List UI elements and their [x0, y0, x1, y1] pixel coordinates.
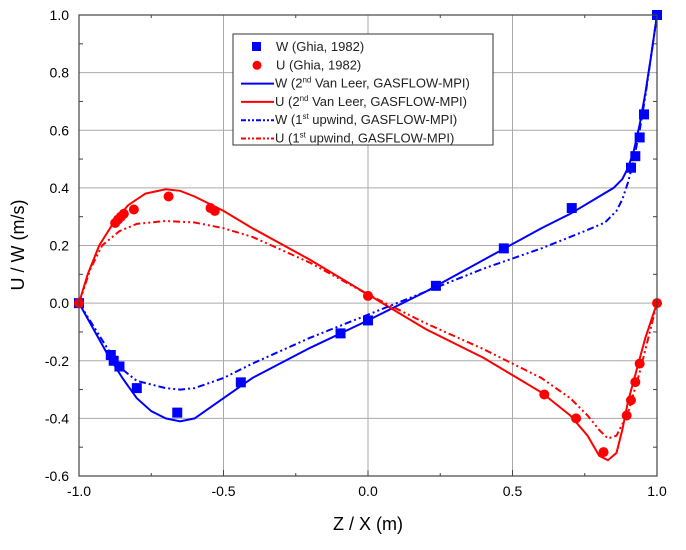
data-point-circle: [634, 358, 645, 369]
data-point-square: [630, 151, 641, 162]
legend-label-text: upwind, GASFLOW-MPI): [306, 131, 455, 146]
data-point-square: [634, 132, 645, 143]
legend-label-text: upwind, GASFLOW-MPI): [309, 112, 458, 127]
series-layer: [74, 10, 662, 462]
data-point-circle: [163, 191, 174, 202]
y-tick-label: -0.4: [45, 410, 69, 426]
legend-marker-circle: [252, 60, 262, 70]
data-point-square: [131, 383, 142, 394]
y-axis-label: U / W (m/s): [8, 200, 28, 291]
legend-label-text: Van Leer, GASFLOW-MPI): [308, 94, 466, 109]
data-point-circle: [363, 290, 373, 301]
legend-label: U (2nd Van Leer, GASFLOW-MPI): [275, 94, 467, 109]
data-point-square: [363, 315, 373, 326]
y-tick-label: 0.8: [50, 65, 70, 81]
data-point-circle: [118, 208, 129, 219]
legend-label: W (1st upwind, GASFLOW-MPI): [275, 112, 457, 127]
legend-label-superscript: nd: [300, 94, 309, 103]
plot-frame: [78, 14, 658, 477]
data-point-square: [430, 280, 441, 291]
data-point-square: [638, 109, 649, 120]
series-line-5: [78, 219, 658, 440]
data-point-square: [498, 243, 509, 254]
legend-label: W (Ghia, 1982): [276, 39, 364, 54]
legend-label-superscript: st: [300, 131, 307, 140]
x-tick-label: -1.0: [67, 483, 91, 499]
data-point-circle: [571, 413, 582, 424]
x-tick-label: -0.5: [211, 483, 235, 499]
x-axis-label: Z / X (m): [333, 514, 403, 534]
data-point-square: [108, 355, 119, 366]
legend-label-text: U (2: [275, 94, 300, 109]
data-point-circle: [209, 205, 220, 216]
data-point-square: [114, 361, 125, 372]
data-point-circle: [630, 377, 641, 388]
data-point-square: [335, 328, 346, 339]
tick-labels: -1.0 -0.5 0.0 0.5 1.0 -0.6 -0.4 -0.2 0.0 0.2 0.4 0.…: [45, 7, 667, 499]
data-point-circle: [128, 204, 139, 215]
legend-label-text: Van Leer, GASFLOW-MPI): [311, 76, 469, 91]
y-tick-label: -0.2: [45, 353, 69, 369]
data-point-circle: [625, 395, 636, 406]
data-point-circle: [621, 410, 632, 421]
legend-marker-square: [252, 42, 261, 51]
legend: W (Ghia, 1982)U (Ghia, 1982)W (2nd Van L…: [232, 33, 494, 146]
legend-label: W (2nd Van Leer, GASFLOW-MPI): [275, 76, 470, 91]
y-tick-label: -0.6: [45, 468, 69, 484]
series-line-3: [78, 188, 658, 462]
data-point-square: [566, 203, 577, 214]
legend-label: U (1st upwind, GASFLOW-MPI): [275, 131, 454, 146]
y-tick-label: 0.4: [50, 180, 70, 196]
data-point-circle: [539, 389, 550, 400]
legend-label: U (Ghia, 1982): [276, 57, 361, 72]
data-point-square: [105, 349, 116, 360]
y-tick-label: 0.2: [50, 238, 70, 254]
legend-label-text: W (Ghia, 1982): [276, 39, 364, 54]
x-tick-label: 0.0: [358, 483, 378, 499]
x-tick-label: 0.5: [503, 483, 523, 499]
legend-label-text: W (1: [275, 112, 302, 127]
y-tick-label: 1.0: [50, 7, 70, 23]
legend-label-text: U (1: [275, 131, 300, 146]
legend-label-superscript: st: [302, 112, 309, 121]
legend-box: [232, 33, 494, 146]
data-point-square: [235, 377, 246, 388]
y-tick-label: 0.0: [50, 295, 70, 311]
data-point-square: [172, 407, 183, 418]
y-tick-label: 0.6: [50, 122, 70, 138]
legend-label-superscript: nd: [302, 76, 311, 85]
data-point-circle: [598, 447, 609, 458]
x-tick-label: 1.0: [647, 483, 667, 499]
data-point-square: [625, 162, 636, 173]
legend-label-text: U (Ghia, 1982): [276, 57, 361, 72]
legend-label-text: W (2: [275, 76, 302, 91]
